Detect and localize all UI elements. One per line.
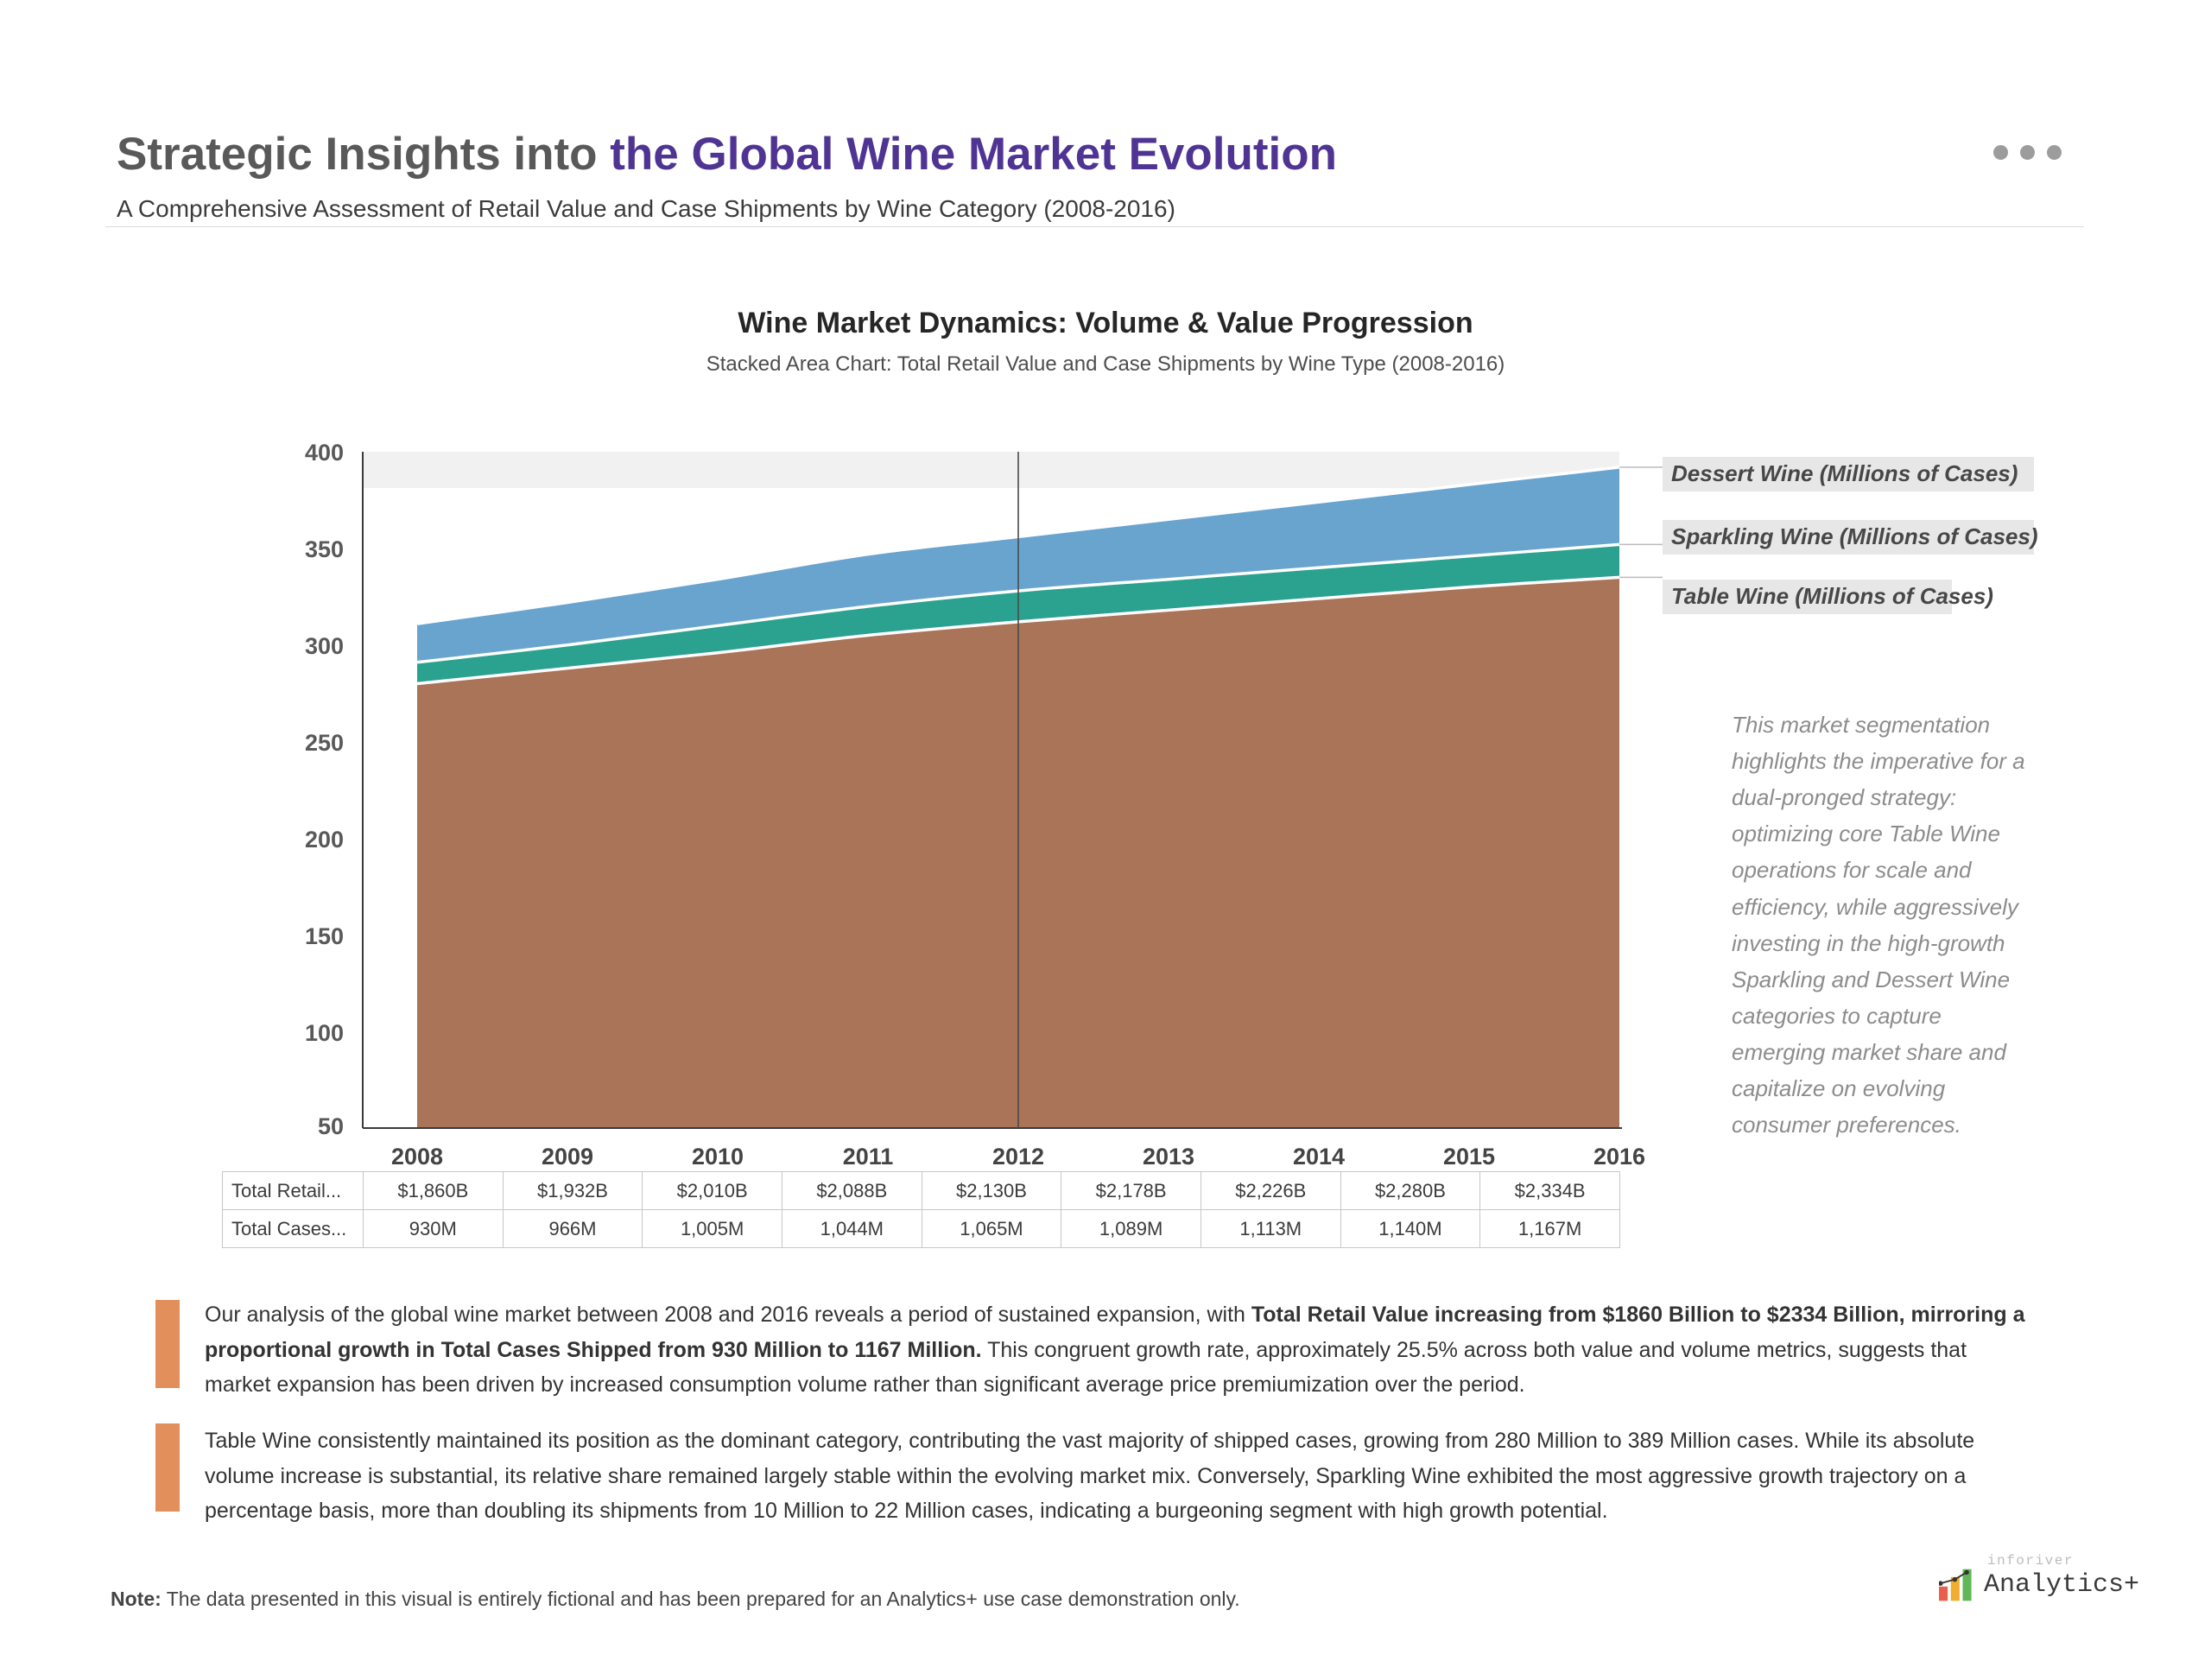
svg-text:150: 150 — [305, 923, 344, 949]
svg-text:2008: 2008 — [391, 1144, 443, 1170]
svg-text:300: 300 — [305, 633, 344, 659]
svg-text:2013: 2013 — [1143, 1144, 1194, 1170]
svg-text:350: 350 — [305, 536, 344, 562]
svg-text:2009: 2009 — [542, 1144, 593, 1170]
svg-text:2016: 2016 — [1593, 1144, 1645, 1170]
svg-text:400: 400 — [305, 440, 344, 466]
svg-text:Dessert Wine (Millions of Case: Dessert Wine (Millions of Cases) — [1671, 460, 2018, 486]
svg-text:Table Wine (Millions of Cases): Table Wine (Millions of Cases) — [1671, 583, 1993, 609]
svg-text:2012: 2012 — [992, 1144, 1044, 1170]
svg-text:2010: 2010 — [692, 1144, 744, 1170]
svg-text:50: 50 — [318, 1113, 344, 1139]
svg-text:Sparkling Wine (Millions of Ca: Sparkling Wine (Millions of Cases) — [1671, 523, 2038, 549]
svg-text:2011: 2011 — [843, 1144, 894, 1170]
svg-text:200: 200 — [305, 827, 344, 853]
svg-text:2014: 2014 — [1293, 1144, 1345, 1170]
svg-text:2015: 2015 — [1443, 1144, 1495, 1170]
svg-text:250: 250 — [305, 730, 344, 756]
svg-text:100: 100 — [305, 1020, 344, 1046]
